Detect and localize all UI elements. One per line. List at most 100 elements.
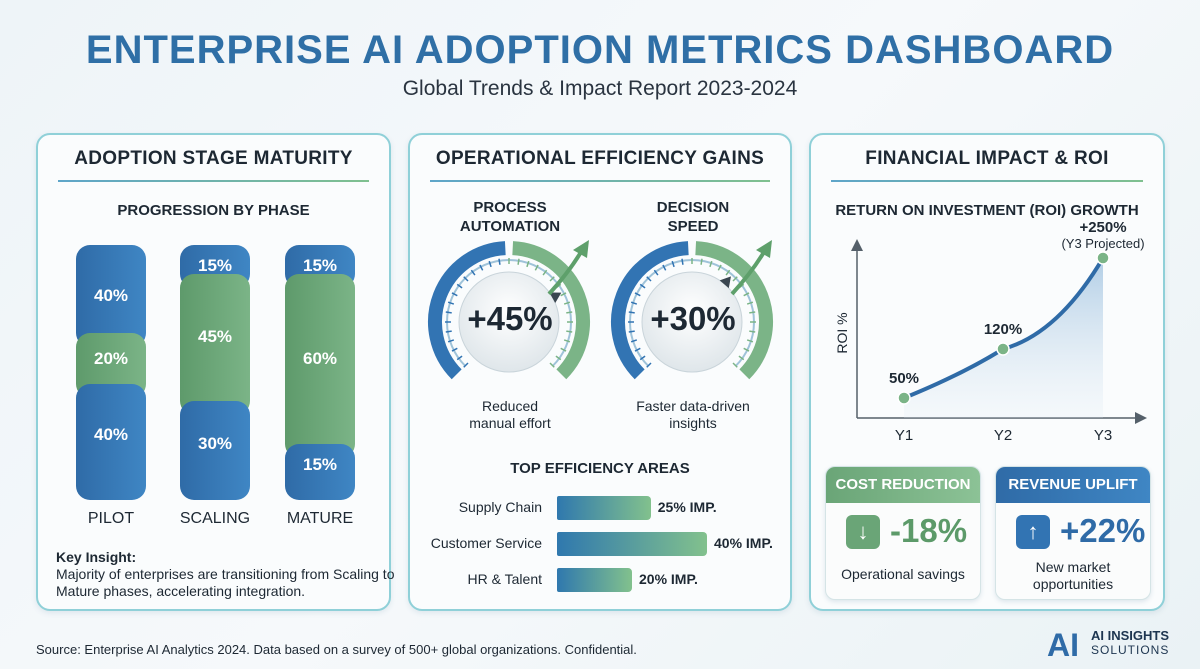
gauge-tick [463, 362, 469, 368]
gauge-value-decision: +30% [650, 300, 736, 337]
trend-arrow-head [573, 240, 589, 258]
gauge-tick [681, 258, 684, 265]
efficiency-bar [557, 532, 707, 556]
efficiency-value-label: 25% IMP. [657, 499, 717, 515]
segment-label: 15% [302, 454, 338, 474]
gauge-tick [445, 330, 452, 333]
roi-point-label: 50% [889, 370, 919, 387]
gauge-dial [458, 271, 560, 373]
gauge-tick [456, 283, 463, 289]
revenue-uplift-head: REVENUE UPLIFT [996, 467, 1150, 503]
roi-point-label: 120% [984, 321, 1022, 338]
gauge-tick [447, 301, 455, 305]
logo-sub: SOLUTIONS [1091, 643, 1170, 657]
gauge-head-automation: PROCESS AUTOMATION [459, 199, 561, 235]
financial-panel-title: FINANCIAL IMPACT & ROI [865, 148, 1109, 169]
bar-segment-mature-2: 60% [285, 273, 355, 458]
gauge-arc-blue [611, 241, 689, 380]
efficiency-panel-title: OPERATIONAL EFFICIENCY GAINS [435, 148, 765, 169]
segment-label: 45% [197, 327, 233, 347]
gauge-arc-green [512, 241, 590, 380]
gauge-tick [566, 330, 573, 333]
trend-arrow-head [756, 240, 772, 258]
category-label-mature: MATURE [286, 510, 354, 527]
gauge-tick [470, 269, 476, 276]
category-label-pilot: PILOT [87, 510, 135, 527]
gauge-dial [641, 271, 743, 373]
gauge-tick [639, 355, 646, 361]
panel-divider [58, 180, 369, 182]
segment-label: 15% [302, 256, 338, 276]
gauge-tick [526, 260, 530, 268]
roi-point [996, 342, 1010, 356]
source-footnote: Source: Enterprise AI Analytics 2024. Da… [36, 642, 637, 657]
panel-divider [831, 180, 1143, 182]
gauge-tick [555, 355, 562, 361]
gauge-tick [743, 292, 750, 297]
up-arrow-icon: ↑ [1016, 515, 1050, 549]
gauge-tick [653, 269, 659, 276]
gauge-tick [451, 292, 458, 297]
gauge-tick [628, 311, 635, 314]
gauge-tick [542, 269, 548, 276]
gauge-tick [549, 362, 555, 368]
gauge-tick [746, 339, 754, 343]
efficiency-area-label: Supply Chain [458, 499, 542, 515]
gauge-tick [563, 301, 571, 305]
x-tick-label: Y3 [1094, 427, 1112, 444]
gauge-tick [445, 311, 452, 314]
page-subtitle: Global Trends & Impact Report 2023-2024 [402, 77, 798, 100]
key-insight: Key Insight: Majority of enterprises are… [56, 549, 406, 600]
gauge-tick [709, 260, 713, 268]
gauge-needle [549, 292, 562, 303]
roi-point [897, 391, 911, 405]
gauge-tick [456, 355, 463, 361]
stacked-bar-chart: 40% 20% 40% PILOT 30% 45% 15% SCALING 15% 60% 15% M… [38, 135, 393, 535]
efficiency-area-label: Customer Service [430, 535, 542, 551]
gauge-value-automation: +45% [467, 300, 553, 337]
segment-label: 60% [302, 348, 338, 368]
logo-mark-icon: AI [1047, 627, 1079, 661]
logo-mark-text: AI [1047, 627, 1079, 661]
y-axis-label: ROI % [834, 312, 850, 353]
gauge-caption-decision: Faster data-driven insights [636, 398, 750, 431]
gauge-tick [563, 339, 571, 343]
efficiency-bar [557, 496, 651, 520]
financial-panel: FINANCIAL IMPACT & ROI RETURN ON INVESTM… [809, 133, 1165, 611]
key-insight-label: Key Insight: [56, 549, 137, 565]
trend-arrow-icon [730, 250, 766, 296]
decision-gauge [611, 240, 773, 380]
revenue-uplift-value: +22% [1060, 512, 1146, 549]
gauge-tick [634, 347, 641, 352]
efficiency-bar-chart: Supply Chain 25% IMP. Customer Service 40% … [410, 135, 794, 605]
segment-label: 40% [93, 425, 129, 444]
efficiency-value-label: 20% IMP. [639, 571, 698, 587]
gauge-tick [725, 269, 731, 276]
segment-label: 20% [93, 348, 129, 368]
x-tick-label: Y1 [895, 427, 913, 444]
adoption-panel: ADOPTION STAGE MATURITY PROGRESSION BY P… [36, 133, 394, 611]
gauge-tick [463, 276, 469, 282]
gauge-tick [749, 311, 756, 314]
page-title: ENTERPRISE AI ADOPTION METRICS DASHBOARD [85, 28, 1115, 72]
gauge-tick [749, 330, 756, 333]
gauge-head-decision: DECISION SPEED [656, 199, 730, 235]
roi-point [1096, 251, 1110, 265]
gauge-tick [700, 258, 703, 265]
gauge-tick [630, 301, 638, 305]
gauge-tick [549, 276, 555, 282]
segment-label: 40% [93, 286, 129, 305]
efficiency-areas-title: TOP EFFICIENCY AREAS [510, 460, 690, 477]
bar-segment-scaling-1: 30% [180, 401, 250, 500]
gauge-needle [719, 276, 731, 289]
adoption-section-title: PROGRESSION BY PHASE [117, 202, 310, 219]
gauge-tick [488, 260, 492, 268]
segment-label: 15% [197, 256, 233, 276]
gauge-tick [628, 330, 635, 333]
roi-point-label: +250% [1079, 219, 1126, 236]
cost-reduction-value: -18% [890, 512, 968, 549]
gauge-tick [560, 347, 567, 352]
gauge-tick [630, 339, 638, 343]
roi-line-chart: 50% Y1 120% Y2 +250% Y3 (Y3 Projected) ROI % [834, 219, 1147, 444]
bar-segment-pilot-3: 40% [76, 245, 146, 347]
